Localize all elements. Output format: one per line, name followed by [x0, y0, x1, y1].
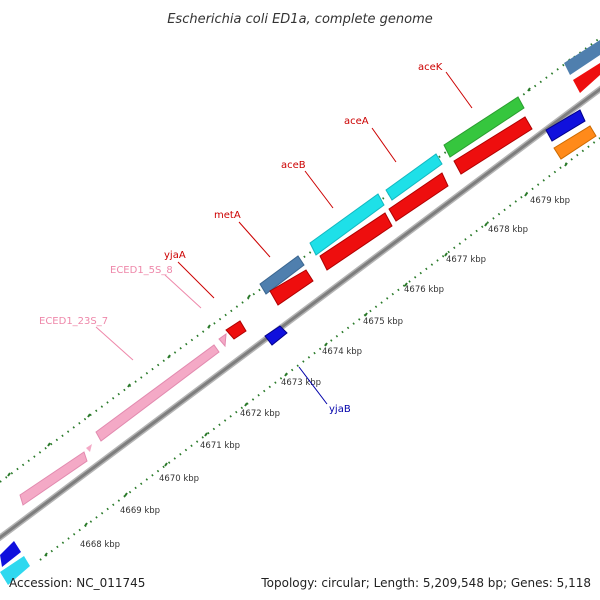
reverse-strand-features: [225, 63, 600, 340]
gene-label-5s[interactable]: ECED1_5S_8: [110, 265, 173, 276]
inner-tick-marks: [44, 162, 568, 557]
aceK-orf-feature[interactable]: [453, 116, 533, 175]
tick-label: 4677 kbp: [446, 255, 486, 265]
gene-labels: aceK aceA aceB metA yjaA ECED1_5S_8 ECED…: [39, 62, 443, 415]
gene-label-yjaB[interactable]: yjaB: [329, 404, 351, 415]
tick-label: 4670 kbp: [159, 474, 199, 484]
tick-label: 4671 kbp: [200, 441, 240, 451]
aceB-orf-feature[interactable]: [319, 212, 393, 271]
gene-label-23s[interactable]: ECED1_23S_7: [39, 316, 108, 327]
tick-label: 4673 kbp: [281, 378, 321, 388]
tick-label: 4676 kbp: [404, 285, 444, 295]
aceA-feature[interactable]: [385, 153, 443, 201]
rrna-23s-feature[interactable]: [19, 451, 88, 506]
inner-scale-line: [39, 137, 600, 561]
metA-orf-feature[interactable]: [269, 269, 314, 306]
rrna-23s-feature[interactable]: [95, 344, 220, 442]
genome-summary-text: Topology: circular; Length: 5,209,548 bp…: [260, 576, 591, 590]
blue-feature[interactable]: [545, 109, 586, 142]
edge-feature[interactable]: [0, 541, 21, 567]
gene-label-yjaA[interactable]: yjaA: [164, 250, 186, 261]
map-title: Escherichia coli ED1a, complete genome: [167, 12, 433, 27]
orange-feature[interactable]: [553, 125, 597, 160]
tick-label: 4668 kbp: [80, 540, 120, 550]
aceK-feature[interactable]: [443, 96, 525, 158]
tick-label: 4679 kbp: [530, 196, 570, 206]
genome-backbone-core: [0, 87, 600, 540]
tick-labels: 4668 kbp 4669 kbp 4670 kbp 4671 kbp 4672…: [80, 196, 570, 550]
tick-label: 4672 kbp: [240, 409, 280, 419]
gene-label-aceA[interactable]: aceA: [344, 116, 369, 127]
trna-feature[interactable]: [86, 444, 92, 452]
edge-feature[interactable]: [573, 63, 600, 93]
yjaB-feature[interactable]: [264, 325, 288, 346]
tick-label: 4678 kbp: [488, 225, 528, 235]
forward-strand-features: [0, 40, 600, 585]
rrna-5s-feature[interactable]: [218, 332, 227, 348]
accession-text: Accession: NC_011745: [9, 576, 145, 590]
gene-label-aceB[interactable]: aceB: [281, 160, 306, 171]
inner-track-features: [264, 109, 597, 346]
gene-label-metA[interactable]: metA: [214, 210, 241, 221]
tick-label: 4675 kbp: [363, 317, 403, 327]
metA-feature[interactable]: [259, 255, 305, 295]
tick-label: 4669 kbp: [120, 506, 160, 516]
aceB-feature[interactable]: [309, 193, 385, 256]
aceA-orf-feature[interactable]: [388, 172, 449, 222]
label-leaders: [95, 71, 473, 405]
tick-label: 4674 kbp: [322, 347, 362, 357]
yjaA-feature[interactable]: [225, 320, 247, 340]
edge-feature[interactable]: [564, 40, 600, 75]
edge-feature[interactable]: [0, 556, 30, 585]
gene-label-aceK[interactable]: aceK: [418, 62, 443, 73]
